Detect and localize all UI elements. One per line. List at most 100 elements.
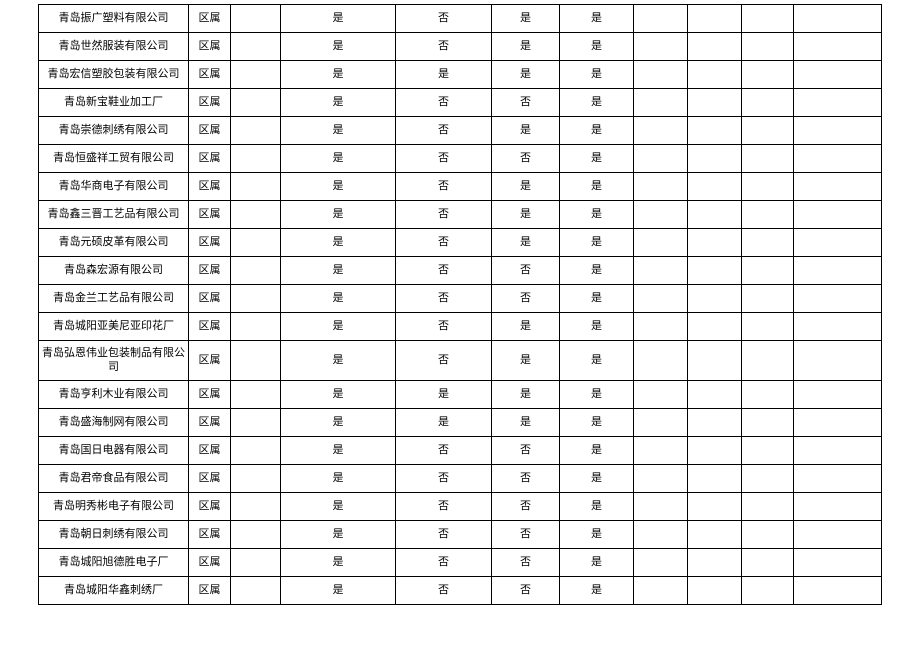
table-cell-c4: 是	[281, 201, 396, 229]
table-cell-c5: 否	[396, 257, 492, 285]
table-cell-c7: 是	[560, 201, 634, 229]
table-cell-c6: 否	[492, 492, 560, 520]
table-cell-c8	[634, 89, 688, 117]
table-cell-c4: 是	[281, 89, 396, 117]
table-cell-c4: 是	[281, 380, 396, 408]
table-cell-c9	[688, 520, 742, 548]
table-cell-c9	[688, 145, 742, 173]
table-cell-c6: 否	[492, 89, 560, 117]
table-row: 青岛城阳旭德胜电子厂区属是否否是	[39, 548, 882, 576]
table-cell-c7: 是	[560, 89, 634, 117]
table-cell-c9	[688, 229, 742, 257]
table-cell-company: 青岛世然服装有限公司	[39, 33, 189, 61]
table-cell-company: 青岛华商电子有限公司	[39, 173, 189, 201]
table-cell-c3	[231, 408, 281, 436]
table-cell-c4: 是	[281, 257, 396, 285]
table-cell-c4: 是	[281, 229, 396, 257]
table-cell-c4: 是	[281, 548, 396, 576]
table-cell-c7: 是	[560, 229, 634, 257]
table-cell-company: 青岛城阳华鑫刺绣厂	[39, 576, 189, 604]
table-cell-c10	[742, 201, 794, 229]
table-cell-c3	[231, 520, 281, 548]
table-cell-c8	[634, 229, 688, 257]
table-cell-c6: 是	[492, 5, 560, 33]
table-cell-district: 区属	[189, 89, 231, 117]
table-cell-company: 青岛金兰工艺品有限公司	[39, 285, 189, 313]
table-cell-company: 青岛明秀彬电子有限公司	[39, 492, 189, 520]
table-cell-c5: 否	[396, 341, 492, 381]
table-cell-district: 区属	[189, 229, 231, 257]
table-cell-c10	[742, 145, 794, 173]
table-cell-c8	[634, 285, 688, 313]
table-cell-c3	[231, 436, 281, 464]
table-cell-c3	[231, 145, 281, 173]
table-cell-c9	[688, 492, 742, 520]
table-cell-c10	[742, 313, 794, 341]
table-cell-c3	[231, 229, 281, 257]
table-row: 青岛振广塑料有限公司区属是否是是	[39, 5, 882, 33]
table-cell-c10	[742, 117, 794, 145]
table-cell-c11	[794, 61, 882, 89]
table-cell-district: 区属	[189, 173, 231, 201]
table-cell-c6: 是	[492, 117, 560, 145]
table-cell-c7: 是	[560, 492, 634, 520]
table-row: 青岛亨利木业有限公司区属是是是是	[39, 380, 882, 408]
table-cell-c10	[742, 548, 794, 576]
table-cell-c3	[231, 492, 281, 520]
table-cell-c4: 是	[281, 341, 396, 381]
table-cell-c11	[794, 408, 882, 436]
table-row: 青岛恒盛祥工贸有限公司区属是否否是	[39, 145, 882, 173]
table-cell-c4: 是	[281, 464, 396, 492]
table-cell-c3	[231, 257, 281, 285]
table-cell-c6: 是	[492, 408, 560, 436]
table-cell-c11	[794, 145, 882, 173]
table-cell-c6: 否	[492, 436, 560, 464]
table-cell-c5: 是	[396, 380, 492, 408]
table-cell-c6: 否	[492, 548, 560, 576]
table-cell-company: 青岛城阳亚美尼亚印花厂	[39, 313, 189, 341]
table-cell-c10	[742, 436, 794, 464]
table-cell-c4: 是	[281, 285, 396, 313]
table-row: 青岛世然服装有限公司区属是否是是	[39, 33, 882, 61]
table-cell-district: 区属	[189, 61, 231, 89]
table-cell-company: 青岛振广塑料有限公司	[39, 5, 189, 33]
table-cell-c3	[231, 61, 281, 89]
table-cell-c6: 否	[492, 285, 560, 313]
table-cell-c5: 否	[396, 492, 492, 520]
table-cell-c10	[742, 492, 794, 520]
table-cell-c4: 是	[281, 61, 396, 89]
table-cell-district: 区属	[189, 548, 231, 576]
table-row: 青岛国日电器有限公司区属是否否是	[39, 436, 882, 464]
table-cell-c7: 是	[560, 341, 634, 381]
table-cell-c7: 是	[560, 464, 634, 492]
table-cell-c11	[794, 548, 882, 576]
table-cell-c8	[634, 492, 688, 520]
table-cell-c10	[742, 173, 794, 201]
table-cell-c10	[742, 380, 794, 408]
table-cell-c6: 否	[492, 464, 560, 492]
table-cell-c6: 是	[492, 341, 560, 381]
table-cell-c5: 否	[396, 229, 492, 257]
table-cell-c8	[634, 173, 688, 201]
table-cell-company: 青岛国日电器有限公司	[39, 436, 189, 464]
table-cell-c7: 是	[560, 5, 634, 33]
table-cell-c8	[634, 464, 688, 492]
table-cell-company: 青岛盛海制网有限公司	[39, 408, 189, 436]
table-cell-district: 区属	[189, 576, 231, 604]
table-cell-c8	[634, 257, 688, 285]
table-cell-c5: 否	[396, 285, 492, 313]
table-cell-company: 青岛宏信塑胶包装有限公司	[39, 61, 189, 89]
table-cell-c8	[634, 145, 688, 173]
table-row: 青岛金兰工艺品有限公司区属是否否是	[39, 285, 882, 313]
table-cell-c8	[634, 201, 688, 229]
table-cell-c7: 是	[560, 576, 634, 604]
table-cell-c11	[794, 173, 882, 201]
table-cell-c4: 是	[281, 520, 396, 548]
table-cell-company: 青岛城阳旭德胜电子厂	[39, 548, 189, 576]
table-cell-c10	[742, 464, 794, 492]
table-cell-c9	[688, 173, 742, 201]
table-row: 青岛宏信塑胶包装有限公司区属是是是是	[39, 61, 882, 89]
table-cell-c8	[634, 61, 688, 89]
table-cell-c5: 否	[396, 520, 492, 548]
table-cell-c6: 否	[492, 257, 560, 285]
